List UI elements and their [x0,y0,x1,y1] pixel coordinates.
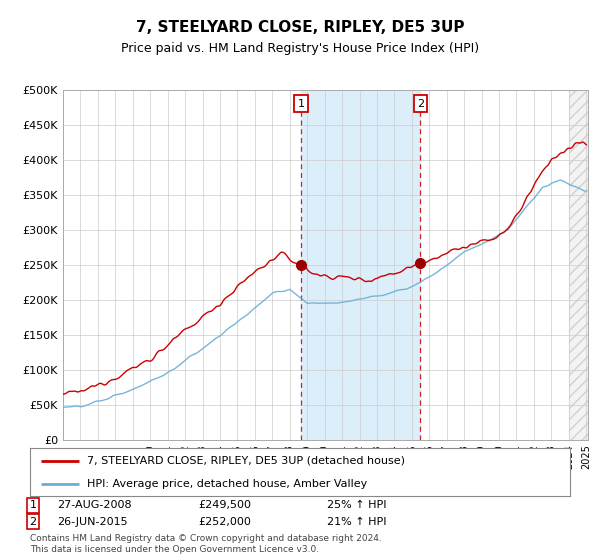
Text: 25% ↑ HPI: 25% ↑ HPI [327,500,386,510]
Text: 26-JUN-2015: 26-JUN-2015 [57,517,128,527]
Text: 1: 1 [298,99,305,109]
Text: 1: 1 [29,500,37,510]
Text: 2: 2 [29,517,37,527]
Text: Contains HM Land Registry data © Crown copyright and database right 2024.: Contains HM Land Registry data © Crown c… [30,534,382,543]
Text: £249,500: £249,500 [198,500,251,510]
Text: 21% ↑ HPI: 21% ↑ HPI [327,517,386,527]
Bar [301,90,420,440]
Bar [569,90,588,440]
Bar [569,90,588,440]
Text: 27-AUG-2008: 27-AUG-2008 [57,500,131,510]
Text: HPI: Average price, detached house, Amber Valley: HPI: Average price, detached house, Ambe… [86,479,367,489]
Text: 7, STEELYARD CLOSE, RIPLEY, DE5 3UP (detached house): 7, STEELYARD CLOSE, RIPLEY, DE5 3UP (det… [86,456,404,466]
Text: Price paid vs. HM Land Registry's House Price Index (HPI): Price paid vs. HM Land Registry's House … [121,42,479,55]
Text: 7, STEELYARD CLOSE, RIPLEY, DE5 3UP: 7, STEELYARD CLOSE, RIPLEY, DE5 3UP [136,20,464,35]
Text: £252,000: £252,000 [198,517,251,527]
Text: This data is licensed under the Open Government Licence v3.0.: This data is licensed under the Open Gov… [30,545,319,554]
Text: 2: 2 [416,99,424,109]
